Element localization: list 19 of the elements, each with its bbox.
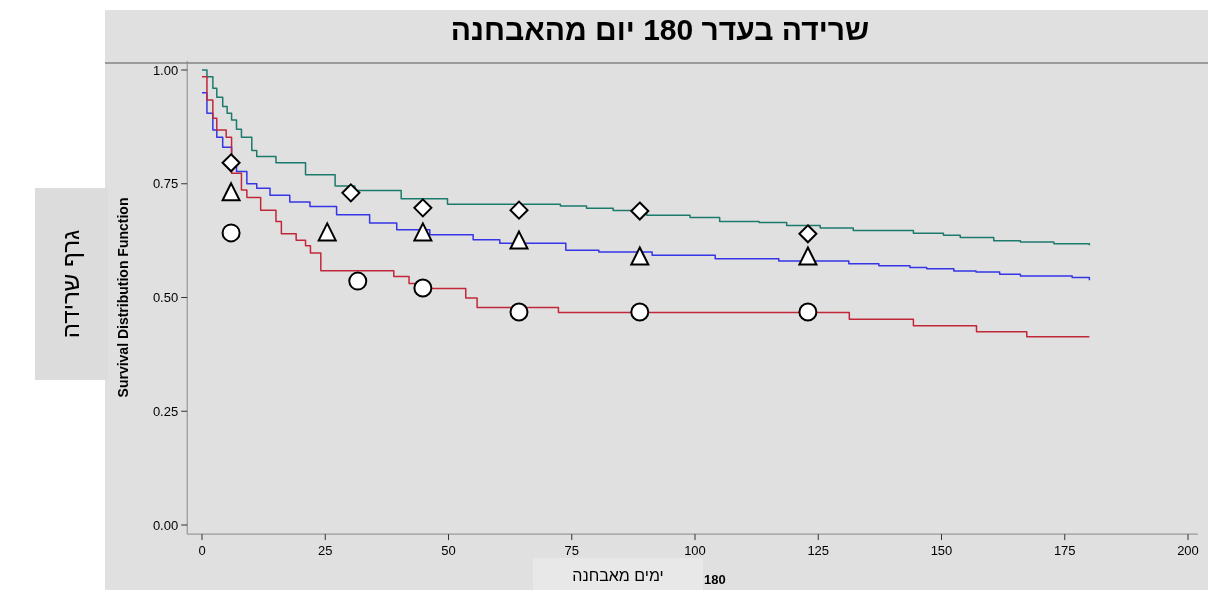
ytick: 0.50 [152,290,179,305]
xtick: 200 [1177,543,1199,559]
xtick: 75 [564,543,579,559]
ytick: 0.75 [152,176,179,192]
title: שרידה בעדר 180 יום מהאבחנה [450,13,870,46]
xtick: 175 [1053,543,1076,559]
xlabel: ימים מאבחנה [572,567,664,584]
annotation: גרף שרידה [57,229,84,339]
ytick: 0.00 [152,517,179,533]
xtick: 100 [684,543,706,559]
xtick: 25 [318,543,333,559]
annotation: 180 [704,572,726,587]
xtick: 150 [930,543,953,559]
xtick: 0 [198,543,206,559]
ytick: 0.25 [152,403,179,419]
xtick: 50 [441,543,456,559]
ylabel: Survival Distribution Function [115,197,131,398]
xtick: 125 [807,543,830,559]
ytick: 1.00 [152,62,179,78]
